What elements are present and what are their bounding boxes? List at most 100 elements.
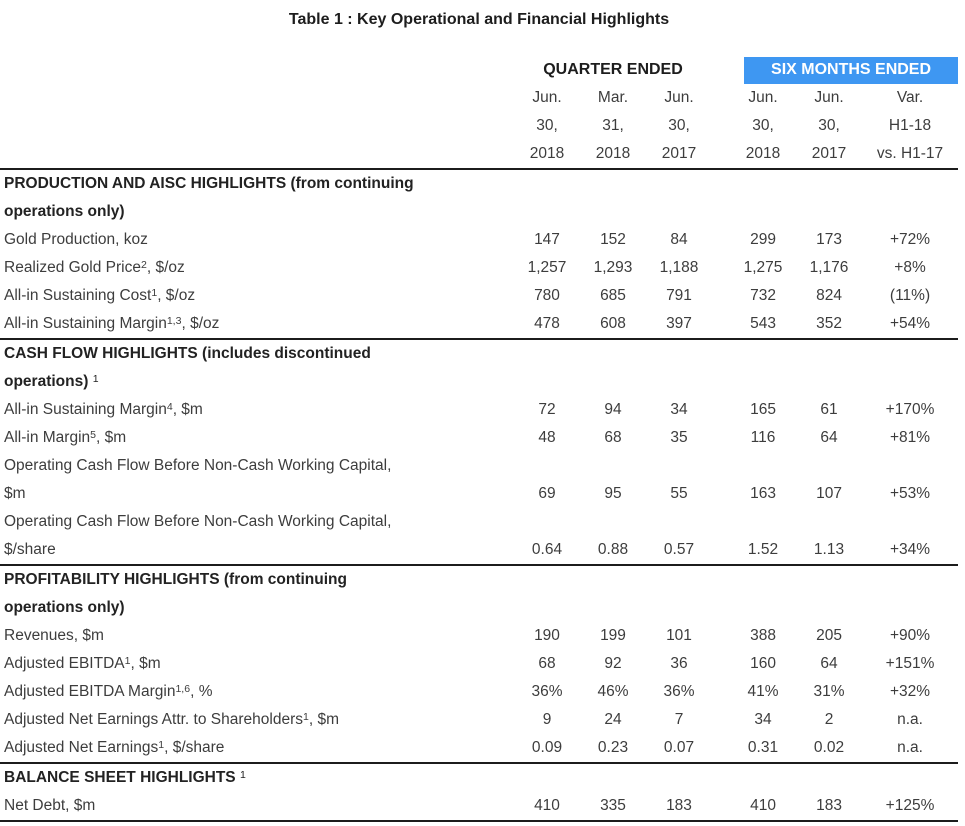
- column-header: Jun. 30, 2017: [811, 89, 847, 162]
- column-header: Var. H1-18 vs. H1-17: [876, 89, 944, 162]
- value-cell: 0.02: [813, 739, 845, 756]
- row-label: Operating Cash Flow Before Non-Cash Work…: [4, 457, 392, 502]
- value-cell: +81%: [889, 429, 931, 446]
- value-cell: 0.23: [597, 739, 629, 756]
- value-cell: 608: [600, 315, 626, 332]
- table-row: Realized Gold Price2, $/oz 1,257 1,293 1,18…: [0, 254, 958, 282]
- value-cell: 69: [538, 485, 556, 502]
- quarter-ended-header: QUARTER ENDED: [514, 34, 712, 84]
- column-header: Mar. 31, 2018: [595, 89, 631, 162]
- value-cell: 478: [534, 315, 560, 332]
- value-cell: 61: [820, 401, 838, 418]
- section-header-row: CASH FLOW HIGHLIGHTS (includes discontin…: [0, 338, 959, 396]
- value-cell: 0.64: [531, 541, 563, 558]
- value-cell: 92: [604, 655, 622, 672]
- value-cell: 24: [604, 711, 622, 728]
- value-cell: n.a.: [897, 711, 923, 728]
- column-header: Jun. 30, 2018: [745, 89, 781, 162]
- row-label: All-in Margin5, $m: [4, 428, 127, 446]
- value-cell: 163: [750, 485, 776, 502]
- row-label: Realized Gold Price2, $/oz: [4, 258, 185, 276]
- value-cell: 36%: [531, 683, 563, 700]
- six-months-ended-header: SIX MONTHS ENDED: [730, 34, 959, 84]
- value-cell: 152: [600, 231, 626, 248]
- empty-label-cell: [0, 84, 514, 169]
- value-cell: 165: [750, 401, 776, 418]
- table-title: Table 1 : Key Operational and Financial …: [288, 11, 670, 28]
- value-cell: 34: [670, 401, 688, 418]
- table-row: Operating Cash Flow Before Non-Cash Work…: [0, 508, 958, 565]
- value-cell: 299: [750, 231, 776, 248]
- value-cell: 1,275: [743, 259, 783, 276]
- table-row: Adjusted Net Earnings1, $/share 0.09 0.23 0…: [0, 734, 958, 763]
- column-group-spacer: [712, 792, 730, 821]
- row-label: Adjusted EBITDA Margin1,6, %: [4, 682, 213, 700]
- empty-corner-cell: [0, 34, 514, 84]
- row-label: Net Debt, $m: [4, 797, 96, 814]
- section-header-row: PRODUCTION AND AISC HIGHLIGHTS (from con…: [0, 168, 959, 226]
- row-label: Revenues, $m: [4, 627, 104, 644]
- section-header: BALANCE SHEET HIGHLIGHTS 1: [0, 762, 959, 792]
- value-cell: 36%: [663, 683, 695, 700]
- column-group-spacer: [712, 622, 730, 650]
- column-group-spacer: [712, 706, 730, 734]
- value-cell: +32%: [889, 683, 931, 700]
- value-cell: 68: [538, 655, 556, 672]
- value-cell: 68: [604, 429, 622, 446]
- value-cell: 147: [534, 231, 560, 248]
- value-cell: 46%: [597, 683, 629, 700]
- value-cell: 0.07: [663, 739, 695, 756]
- value-cell: 31%: [813, 683, 845, 700]
- table-row: Revenues, $m 190 199 101 388 205 +90%: [0, 622, 958, 650]
- value-cell: n.a.: [897, 739, 923, 756]
- value-cell: 410: [534, 797, 560, 814]
- column-header: Jun. 30, 2018: [529, 89, 565, 162]
- value-cell: 183: [666, 797, 692, 814]
- value-cell: +54%: [889, 315, 931, 332]
- value-cell: 397: [666, 315, 692, 332]
- table-row: Adjusted EBITDA Margin1,6, % 36% 46% 36% 41%…: [0, 678, 958, 706]
- section-header: PRODUCTION AND AISC HIGHLIGHTS (from con…: [0, 168, 959, 226]
- column-group-spacer: [712, 650, 730, 678]
- value-cell: 183: [816, 797, 842, 814]
- table-row: All-in Margin5, $m 48 68 35 116 64 +81%: [0, 424, 958, 452]
- row-label: Adjusted Net Earnings Attr. to Sharehold…: [4, 710, 339, 728]
- value-cell: 199: [600, 627, 626, 644]
- value-cell: 543: [750, 315, 776, 332]
- row-label: Adjusted Net Earnings1, $/share: [4, 738, 225, 756]
- value-cell: 35: [670, 429, 688, 446]
- column-group-spacer: [712, 452, 730, 508]
- section-header-row: BALANCE SHEET HIGHLIGHTS 1: [0, 762, 959, 792]
- table-row: Adjusted Net Earnings Attr. to Sharehold…: [0, 706, 958, 734]
- value-cell: 101: [666, 627, 692, 644]
- value-cell: 685: [600, 287, 626, 304]
- column-group-spacer: [712, 424, 730, 452]
- value-cell: +34%: [889, 541, 931, 558]
- column-header: Jun. 30, 2017: [661, 89, 697, 162]
- value-cell: 116: [750, 429, 776, 446]
- value-cell: +8%: [894, 259, 926, 276]
- value-cell: 1,176: [809, 259, 849, 276]
- column-group-spacer: [712, 734, 730, 763]
- value-cell: 64: [820, 655, 838, 672]
- table-row: All-in Sustaining Cost1, $/oz 780 685 791 73…: [0, 282, 958, 310]
- value-cell: 352: [816, 315, 842, 332]
- column-group-spacer: [712, 508, 730, 565]
- table-body: PRODUCTION AND AISC HIGHLIGHTS (from con…: [0, 168, 959, 821]
- value-cell: 791: [666, 287, 692, 304]
- value-cell: 2: [824, 711, 834, 728]
- value-cell: (11%): [889, 287, 931, 304]
- value-cell: 1,188: [659, 259, 699, 276]
- value-cell: 34: [754, 711, 772, 728]
- column-group-spacer: [712, 34, 730, 84]
- value-cell: 0.88: [597, 541, 629, 558]
- value-cell: 55: [670, 485, 688, 502]
- column-header-row: Jun. 30, 2018 Mar. 31, 2018 Jun. 30, 2017 Jun. 30,…: [0, 84, 958, 169]
- value-cell: 95: [604, 485, 622, 502]
- row-label: Adjusted EBITDA1, $m: [4, 654, 161, 672]
- value-cell: 64: [820, 429, 838, 446]
- value-cell: 335: [600, 797, 626, 814]
- table-row: Operating Cash Flow Before Non-Cash Work…: [0, 452, 958, 508]
- value-cell: +151%: [885, 655, 935, 672]
- value-cell: 0.31: [747, 739, 779, 756]
